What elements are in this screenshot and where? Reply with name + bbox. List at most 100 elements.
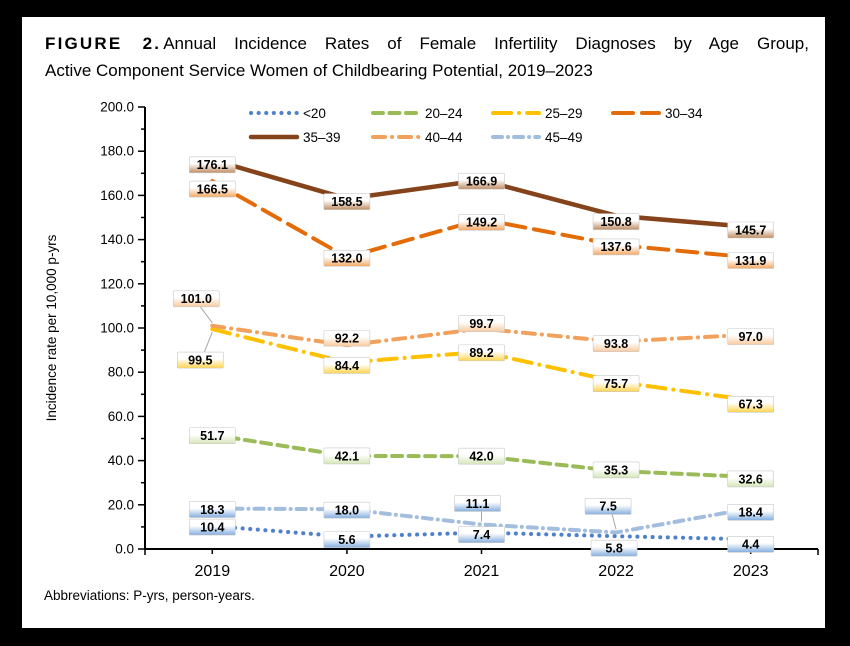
data-label-age-35-39-2020: 158.5: [323, 193, 371, 211]
legend-item-25-29: 25–29: [491, 106, 583, 121]
legend-label: 30–34: [665, 106, 703, 121]
figure-title-line2: Active Component Service Women of Childb…: [45, 61, 593, 80]
data-label-value: 11.1: [466, 497, 490, 511]
data-label-box: [592, 238, 640, 256]
data-label-age-40-44-2019: 101.0: [173, 290, 220, 324]
legend-label: 20–24: [425, 106, 463, 121]
legend-label: 45–49: [545, 130, 583, 145]
data-label-value: 67.3: [739, 398, 763, 412]
data-label-box: [458, 344, 505, 362]
data-label-value: 35.3: [604, 463, 628, 477]
y-tick-label: 40.0: [108, 453, 134, 468]
data-label-age-30-34-2021: 149.2: [458, 213, 505, 231]
legend-label: <20: [303, 106, 326, 121]
data-label-age-35-39-2019: 176.1: [189, 156, 236, 174]
data-label-value: 5.6: [338, 533, 355, 547]
data-label-value: 149.2: [466, 216, 497, 230]
data-label-box: [323, 193, 371, 211]
data-label-age-45-49-2023: 18.4: [727, 504, 775, 521]
data-label-box: [323, 357, 371, 374]
data-label-age-20-2022: 5.8: [590, 539, 638, 557]
data-label-box: [177, 351, 224, 369]
figure-number-label: FIGURE 2.: [45, 34, 162, 53]
data-label-age-25-29-2020: 84.4: [323, 357, 371, 374]
data-label-age-30-34-2020: 132.0: [323, 249, 371, 267]
legend-label: 35–39: [303, 130, 341, 145]
x-tick-label-2021: 2021: [464, 563, 500, 580]
data-label-box: [727, 395, 775, 413]
legend-item-45-49: 45–49: [491, 130, 583, 145]
data-label-box: [323, 531, 371, 548]
data-label-box: [189, 156, 236, 174]
data-label-value: 5.8: [605, 541, 622, 555]
data-label-box: [458, 315, 505, 332]
data-label-box: [727, 252, 775, 269]
y-tick-label: 120.0: [100, 276, 134, 291]
data-label-value: 7.5: [599, 500, 616, 514]
data-label-box: [323, 329, 371, 347]
data-label-box: [173, 290, 220, 308]
data-label-age-30-34-2023: 131.9: [727, 252, 775, 269]
series-line-age-20: [210, 524, 753, 542]
data-label-value: 132.0: [331, 252, 362, 266]
data-label-age-20-24-2023: 32.6: [727, 470, 775, 488]
data-label-value: 18.4: [739, 506, 763, 520]
data-label-value: 10.4: [200, 520, 224, 534]
x-tick-label-2023: 2023: [733, 563, 769, 580]
data-label-age-20-24-2022: 35.3: [592, 461, 640, 479]
data-label-box: [592, 213, 640, 231]
data-label-age-25-29-2022: 75.7: [592, 375, 640, 393]
y-tick-label: 160.0: [100, 188, 134, 203]
legend-item-30-34: 30–34: [611, 106, 703, 121]
data-label-value: 4.4: [742, 538, 759, 552]
legend-label: 40–44: [425, 130, 463, 145]
data-label-age-45-49-2020: 18.0: [323, 501, 371, 519]
data-label-value: 176.1: [197, 158, 228, 172]
data-label-value: 145.7: [735, 223, 766, 237]
y-tick-label: 180.0: [100, 144, 134, 159]
figure-title-line1: FIGURE 2. Annual Incidence Rates of Femal…: [45, 30, 809, 57]
y-tick-label: 140.0: [100, 232, 134, 247]
y-tick-label: 100.0: [100, 321, 134, 336]
label-leader-line: [203, 331, 213, 353]
figure-page: FIGURE 2. Annual Incidence Rates of Femal…: [22, 17, 825, 628]
data-label-age-25-29-2021: 89.2: [458, 344, 505, 362]
data-label-box: [592, 461, 640, 479]
abbreviations-footnote: Abbreviations: P-yrs, person-years.: [44, 588, 255, 603]
data-label-box: [189, 501, 236, 518]
y-tick-label: 60.0: [108, 409, 134, 424]
data-label-box: [592, 375, 640, 393]
legend-item-20: <20: [249, 106, 326, 121]
data-label-value: 42.1: [335, 449, 359, 463]
data-label-box: [727, 504, 775, 521]
legend-item-20-24: 20–24: [371, 106, 463, 121]
data-label-value: 137.6: [600, 240, 631, 254]
data-label-age-20-24-2019: 51.7: [189, 427, 236, 445]
data-label-box: [727, 221, 775, 239]
data-label-value: 150.8: [600, 215, 631, 229]
data-label-box: [189, 180, 236, 198]
data-label-box: [584, 498, 632, 515]
data-label-box: [727, 535, 775, 553]
data-label-value: 18.0: [335, 504, 359, 518]
data-label-age-30-34-2019: 166.5: [189, 180, 236, 198]
label-leader-line: [611, 514, 617, 530]
data-label-box: [727, 328, 775, 345]
data-label-age-40-44-2023: 97.0: [727, 328, 775, 345]
data-label-age-20-2021: 7.4: [458, 526, 505, 543]
data-label-age-20-2023: 4.4: [727, 535, 775, 553]
legend-item-35-39: 35–39: [248, 130, 341, 145]
data-label-box: [458, 447, 505, 465]
label-leader-line: [199, 306, 213, 324]
data-label-age-40-44-2021: 99.7: [458, 315, 505, 332]
data-label-age-25-29-2023: 67.3: [727, 395, 775, 413]
data-label-age-45-49-2019: 18.3: [189, 501, 236, 518]
data-label-box: [592, 335, 640, 353]
data-label-box: [458, 172, 505, 190]
data-label-value: 131.9: [735, 254, 766, 268]
y-tick-label: 20.0: [108, 497, 134, 512]
data-label-box: [458, 213, 505, 231]
data-label-age-35-39-2021: 166.9: [458, 172, 505, 190]
data-label-value: 75.7: [604, 377, 628, 391]
data-label-box: [189, 427, 236, 445]
